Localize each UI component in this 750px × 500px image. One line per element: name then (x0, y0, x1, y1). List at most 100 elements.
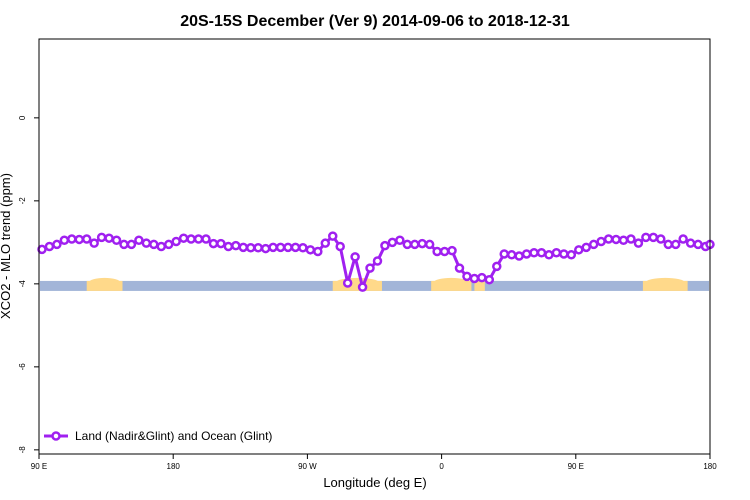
data-point (126, 239, 137, 250)
data-point (581, 242, 591, 253)
data-point (469, 273, 480, 284)
data-point (477, 272, 487, 283)
data-point (529, 247, 539, 258)
data-point (193, 234, 204, 244)
data-point (424, 239, 435, 250)
data-point (216, 238, 226, 249)
data-point (536, 247, 547, 258)
data-point (447, 245, 457, 256)
data-point (81, 234, 92, 244)
data-point (201, 234, 211, 244)
data-point (618, 235, 629, 246)
y-tick-label: -4 (18, 280, 27, 288)
data-point (521, 249, 532, 259)
data-point (685, 238, 696, 248)
y-axis-label: XCO2 - MLO trend (ppm) (0, 173, 13, 319)
data-point (656, 234, 666, 244)
data-point (44, 241, 55, 252)
data-point (499, 249, 509, 259)
legend: Land (Nadir&Glint) and Ocean (Glint) (44, 429, 272, 443)
land-strip-bump (336, 277, 379, 286)
data-point (395, 235, 405, 246)
data-point (514, 251, 524, 261)
y-axis: 0 -2 -4 -6 -8 (18, 115, 39, 453)
data-point (178, 233, 189, 243)
data-point (603, 234, 614, 244)
data-point (298, 242, 308, 253)
legend-label: Land (Nadir&Glint) and Ocean (Glint) (75, 429, 272, 443)
data-point (283, 242, 293, 253)
data-point (506, 250, 517, 260)
chart-title: 20S-15S December (Ver 9) 2014-09-06 to 2… (180, 13, 570, 30)
data-point (231, 240, 241, 251)
data-point (670, 239, 681, 250)
data-point (208, 238, 219, 249)
x-tick-label: 0 (439, 462, 444, 471)
data-point (566, 250, 577, 260)
data-point (96, 232, 107, 243)
data-point (462, 271, 472, 282)
data-point (350, 252, 360, 262)
data-point (559, 249, 569, 259)
data-point (611, 234, 621, 245)
data-point (89, 238, 99, 248)
series-layer (37, 231, 715, 292)
data-point (327, 231, 338, 241)
data-point (111, 235, 122, 246)
x-tick-label: 90 W (298, 462, 317, 471)
data-point (574, 245, 584, 255)
land-strip-bump (89, 277, 120, 286)
data-point (544, 250, 554, 260)
data-point (454, 263, 465, 273)
y-tick-label: -8 (18, 446, 27, 454)
data-point (365, 263, 375, 273)
land-strip-bump (434, 277, 469, 286)
data-point (253, 242, 263, 253)
data-point (633, 238, 644, 248)
data-point (596, 236, 606, 247)
data-point (268, 242, 278, 253)
data-point (156, 241, 167, 252)
data-point (104, 233, 114, 243)
surface-strip (40, 277, 709, 291)
data-point (134, 235, 144, 246)
data-point (275, 242, 286, 253)
data-point (238, 242, 249, 253)
data-point (335, 241, 345, 252)
data-point (260, 243, 271, 254)
data-point (67, 234, 77, 244)
data-point (432, 246, 442, 257)
data-point (74, 234, 85, 245)
data-point (357, 282, 368, 292)
data-point (186, 234, 196, 244)
data-point (52, 239, 62, 250)
x-tick-label: 180 (703, 462, 717, 471)
data-point (171, 236, 181, 247)
land-strip-segment (474, 280, 485, 291)
data-point (245, 242, 256, 253)
data-point (59, 235, 70, 246)
data-point (410, 239, 420, 250)
data-point (372, 256, 383, 266)
land-strip-segment (642, 280, 688, 291)
land-strip-bump (646, 277, 685, 286)
data-point (693, 239, 703, 250)
data-point (163, 239, 174, 250)
data-point (223, 241, 234, 252)
plot-frame (38, 38, 711, 455)
x-tick-label: 180 (167, 462, 181, 471)
data-point (439, 246, 450, 257)
data-point (141, 238, 152, 248)
data-point (305, 245, 316, 255)
x-axis-label: Longitude (deg E) (323, 475, 426, 490)
data-point (551, 247, 562, 258)
data-point (387, 237, 398, 248)
data-point (588, 239, 599, 250)
data-point (313, 246, 323, 257)
data-point (342, 278, 353, 288)
data-point (119, 239, 129, 250)
data-point (484, 274, 495, 285)
y-tick-label: 0 (18, 115, 27, 120)
data-point (626, 234, 636, 244)
